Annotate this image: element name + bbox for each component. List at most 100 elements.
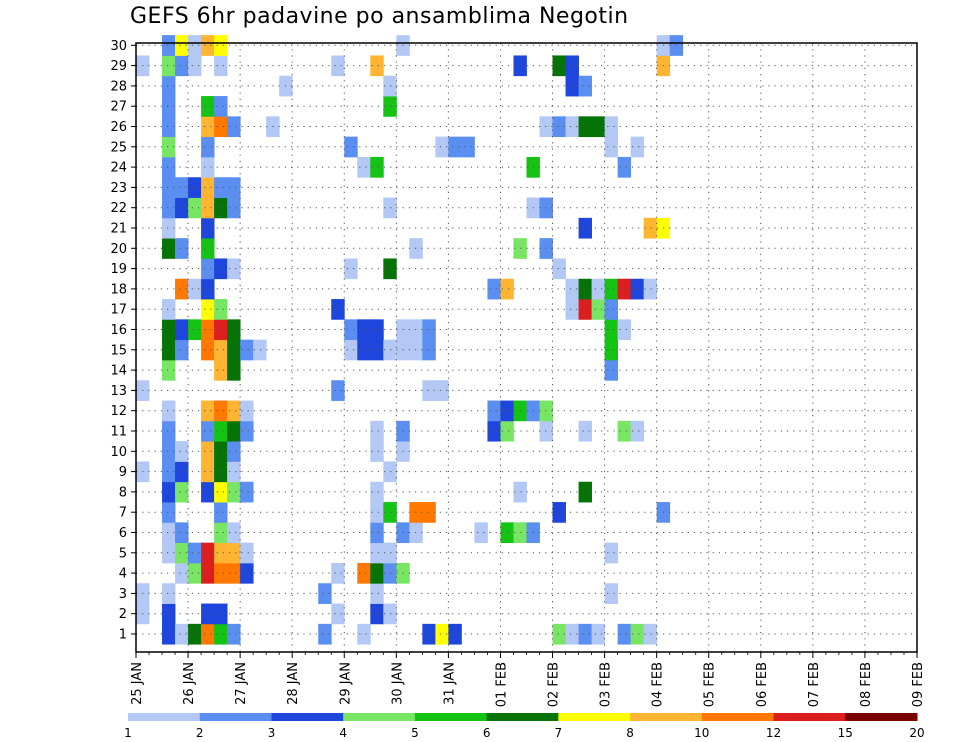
grid-lines (135, 43, 918, 652)
heatmap-cell (162, 116, 176, 138)
heatmap-cell (617, 319, 632, 341)
heatmap-cell (370, 542, 384, 564)
heatmap-cell (422, 380, 436, 401)
heatmap-cell (565, 299, 579, 320)
heatmap-cell (474, 522, 488, 544)
heatmap-cell (214, 400, 228, 422)
heatmap-cell (253, 339, 267, 361)
heatmap-cell (201, 562, 215, 584)
heatmap-cell (227, 623, 241, 645)
heatmap-cell (617, 623, 632, 645)
heatmap-cell (578, 623, 592, 645)
heatmap-cell (162, 583, 176, 604)
heatmap-cell (435, 136, 449, 158)
x-tick-label: 03 FEB (599, 662, 614, 707)
heatmap-cell (214, 481, 228, 503)
heatmap-cell (214, 55, 228, 77)
heatmap-cell (162, 299, 176, 320)
y-tick-label: 9 (119, 465, 127, 480)
y-tick-label: 19 (110, 262, 127, 277)
colorbar-segment (630, 713, 703, 721)
heatmap-cell (201, 400, 215, 422)
heatmap-cell (604, 278, 619, 300)
heatmap-cell (578, 420, 592, 442)
heatmap-cells (136, 35, 684, 645)
heatmap-cell (487, 420, 501, 442)
heatmap-cell (643, 217, 658, 239)
heatmap-cell (565, 278, 579, 300)
heatmap-cell (565, 75, 579, 97)
heatmap-cell (357, 562, 371, 584)
heatmap-cell (578, 299, 592, 320)
heatmap-cell (201, 217, 215, 239)
heatmap-cell (240, 542, 254, 564)
heatmap-cell (240, 420, 254, 442)
heatmap-cell (227, 258, 241, 280)
colorbar-segment (343, 713, 416, 721)
heatmap-cell (487, 278, 501, 300)
heatmap-cell (318, 623, 332, 645)
heatmap-cell (513, 55, 527, 77)
heatmap-cell (162, 197, 176, 219)
heatmap-cell (578, 278, 592, 300)
heatmap-cell (630, 136, 645, 158)
heatmap-cell (331, 380, 345, 401)
x-tick-label: 25 JAN (130, 662, 145, 705)
y-tick-label: 15 (110, 343, 127, 358)
heatmap-cell (214, 197, 228, 219)
heatmap-cell (578, 481, 592, 503)
y-tick-label: 29 (110, 59, 127, 74)
heatmap-cell (214, 116, 228, 138)
heatmap-cell (331, 299, 345, 320)
y-tick-label: 28 (110, 79, 127, 94)
heatmap-cell (591, 278, 605, 300)
y-tick-label: 8 (119, 485, 127, 500)
colorbar-tick-label: 20 (909, 726, 924, 740)
heatmap-cell (565, 55, 579, 77)
heatmap-cell (162, 359, 176, 381)
heatmap-cell (175, 278, 189, 300)
colorbar-tick-label: 4 (339, 726, 347, 740)
heatmap-cell (630, 623, 645, 645)
x-tick-label: 29 JAN (338, 662, 353, 705)
heatmap-cell (162, 502, 176, 523)
heatmap-cell (188, 278, 202, 300)
heatmap-cell (604, 359, 619, 381)
heatmap-cell (604, 299, 619, 320)
heatmap-cell (370, 522, 384, 544)
y-tick-label: 20 (110, 242, 127, 257)
heatmap-cell (383, 339, 397, 361)
heatmap-cell (552, 55, 566, 77)
heatmap-cell (227, 319, 241, 341)
heatmap-cell (227, 481, 241, 503)
colorbar-tick-label: 7 (555, 726, 563, 740)
heatmap-cell (383, 542, 397, 564)
heatmap-cell (643, 623, 658, 645)
heatmap-cell (214, 339, 228, 361)
heatmap-cell (448, 623, 462, 645)
heatmap-cell (643, 278, 658, 300)
heatmap-cell (513, 522, 527, 544)
heatmap-cell (214, 502, 228, 523)
heatmap-cell (240, 339, 254, 361)
heatmap-cell (201, 116, 215, 138)
colorbar-tick-label: 6 (483, 726, 491, 740)
x-tick-label: 28 JAN (286, 662, 301, 705)
x-tick-label: 01 FEB (494, 662, 509, 707)
colorbar-tick-label: 15 (838, 726, 853, 740)
colorbar-segment (199, 713, 272, 721)
heatmap-cell (175, 461, 189, 483)
heatmap-cell (227, 461, 241, 483)
heatmap-cell (175, 339, 189, 361)
x-tick-label: 06 FEB (755, 662, 770, 707)
colorbar-tick-label: 8 (626, 726, 634, 740)
heatmap-cell (318, 583, 332, 604)
heatmap-cell (162, 461, 176, 483)
x-tick-label: 08 FEB (859, 662, 874, 707)
colorbar-segment (414, 713, 488, 721)
colorbar-legend: 1 2 3 4 5 6 7 8 10 12 15 20 (124, 713, 925, 740)
y-tick-label: 1 (119, 628, 127, 643)
y-tick-label: 2 (119, 607, 127, 622)
heatmap-cell (214, 359, 228, 381)
